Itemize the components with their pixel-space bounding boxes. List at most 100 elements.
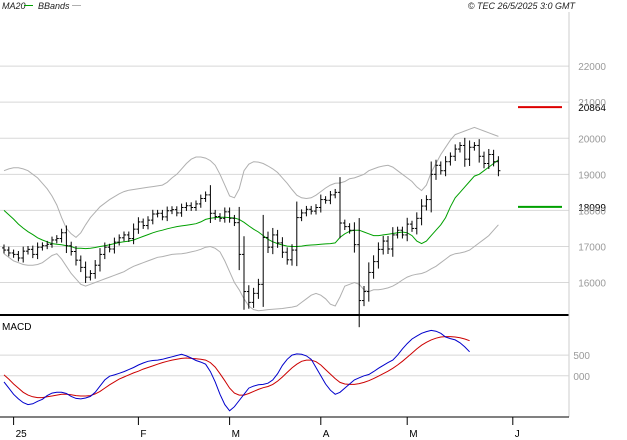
ohlc-bar: [136, 217, 141, 234]
ohlc-bar: [131, 223, 136, 245]
ohlc-bar: [318, 194, 323, 213]
bollinger-bands: [3, 126, 499, 312]
ohlc-bar: [448, 152, 453, 166]
price-tick-label: 21000: [578, 98, 606, 109]
macd-tick-label: 000: [573, 372, 590, 383]
ohlc-bar: [424, 195, 429, 211]
ohlc-bar: [395, 226, 400, 239]
ohlc-bar: [150, 209, 155, 225]
ohlc-bar: [2, 244, 6, 254]
ohlc-bars: [2, 137, 501, 328]
ohlc-bar: [266, 231, 270, 254]
ohlc-bar: [54, 235, 59, 244]
ma20-polyline: [3, 159, 499, 250]
ohlc-bar: [472, 142, 477, 151]
ohlc-bar: [477, 139, 482, 163]
ohlc-bar: [482, 151, 486, 169]
x-tick-label: 25: [16, 429, 28, 440]
price-tick-label: 16000: [578, 279, 606, 290]
ohlc-bar: [107, 243, 112, 253]
ohlc-bar: [338, 177, 342, 239]
ohlc-bar: [222, 207, 227, 223]
ohlc-bar: [381, 235, 386, 255]
reference-value-label: 18099: [578, 203, 606, 214]
bb-lower-line: [3, 224, 499, 312]
ohlc-bar: [270, 227, 275, 255]
price-tick-label: 17000: [578, 242, 606, 253]
ohlc-bar: [232, 214, 237, 227]
ohlc-bar: [294, 201, 299, 267]
ohlc-bar: [438, 161, 443, 175]
price-tick-label: 20000: [578, 134, 606, 145]
macd-panel: MACD 000 500: [0, 322, 590, 412]
price-tick-label: 22000: [578, 62, 606, 73]
ohlc-bar: [237, 206, 242, 271]
ohlc-bar: [102, 242, 107, 260]
ohlc-bar: [486, 148, 491, 170]
ohlc-bar: [410, 220, 414, 232]
x-tick-label: M: [409, 429, 417, 440]
ohlc-bar: [496, 156, 501, 177]
ohlc-bar: [59, 228, 64, 243]
ohlc-bar: [290, 244, 294, 266]
ohlc-bar: [328, 191, 333, 205]
x-tick-label: A: [323, 429, 330, 440]
macd-axis-labels: 000 500: [573, 351, 590, 383]
ohlc-bar: [165, 206, 170, 222]
ohlc-bar: [78, 255, 83, 273]
ohlc-bar: [246, 285, 251, 309]
ohlc-bar: [333, 188, 338, 199]
ohlc-bar: [275, 229, 280, 248]
chart-header: MA20 BBands © TEC 26/5/2025 3:0 GMT: [2, 1, 576, 11]
macd-line: [3, 329, 470, 412]
ohlc-bar: [198, 194, 203, 208]
ohlc-bar: [160, 209, 165, 221]
ohlc-bar: [146, 216, 150, 230]
ohlc-bar: [21, 246, 26, 263]
x-tick-label: M: [232, 429, 240, 440]
ohlc-bar: [429, 161, 434, 213]
ohlc-bar: [83, 261, 88, 283]
x-axis-ticks: 25 F M A M J: [13, 417, 520, 440]
source-timestamp: © TEC 26/5/2025 3:0 GMT: [468, 1, 577, 11]
ohlc-bar: [112, 237, 117, 254]
ohlc-bar: [98, 248, 102, 272]
ohlc-bar: [40, 242, 45, 251]
ohlc-bar: [323, 196, 328, 204]
ohlc-bar: [6, 246, 11, 257]
ohlc-bar: [458, 142, 462, 153]
ma20-line: [3, 159, 499, 250]
ohlc-bar: [347, 223, 352, 234]
ohlc-bar: [74, 246, 78, 266]
bb-upper-line: [3, 126, 499, 239]
ohlc-bar: [357, 218, 362, 328]
ohlc-bar: [242, 236, 246, 310]
ohlc-bar: [256, 278, 261, 299]
ohlc-bar: [352, 222, 357, 253]
ohlc-bar: [179, 203, 184, 217]
ohlc-bar: [400, 226, 405, 239]
ohlc-bar: [419, 199, 424, 226]
macd-lines: [3, 329, 470, 412]
ohlc-bar: [26, 245, 30, 255]
price-panel: 20864 18099 16000 17000 18000 19000 20000 2100…: [0, 62, 607, 328]
reference-lines: 20864 18099: [518, 101, 607, 214]
ohlc-bar: [376, 242, 381, 269]
ohlc-bar: [453, 144, 458, 161]
price-tick-label: 19000: [578, 170, 606, 181]
legend-bbands: BBands: [38, 1, 70, 11]
ohlc-bar: [434, 159, 438, 180]
ohlc-bar: [261, 214, 266, 307]
ohlc-bar: [88, 270, 93, 281]
ohlc-bar: [366, 262, 371, 302]
ohlc-bar: [213, 209, 218, 220]
ohlc-bar: [342, 219, 347, 231]
ohlc-bar: [371, 255, 376, 279]
ohlc-bar: [414, 212, 419, 235]
ohlc-bar: [16, 251, 21, 262]
signal-line: [3, 336, 470, 399]
ohlc-bar: [386, 236, 390, 255]
ohlc-bar: [30, 245, 35, 259]
ohlc-bar: [491, 149, 496, 167]
